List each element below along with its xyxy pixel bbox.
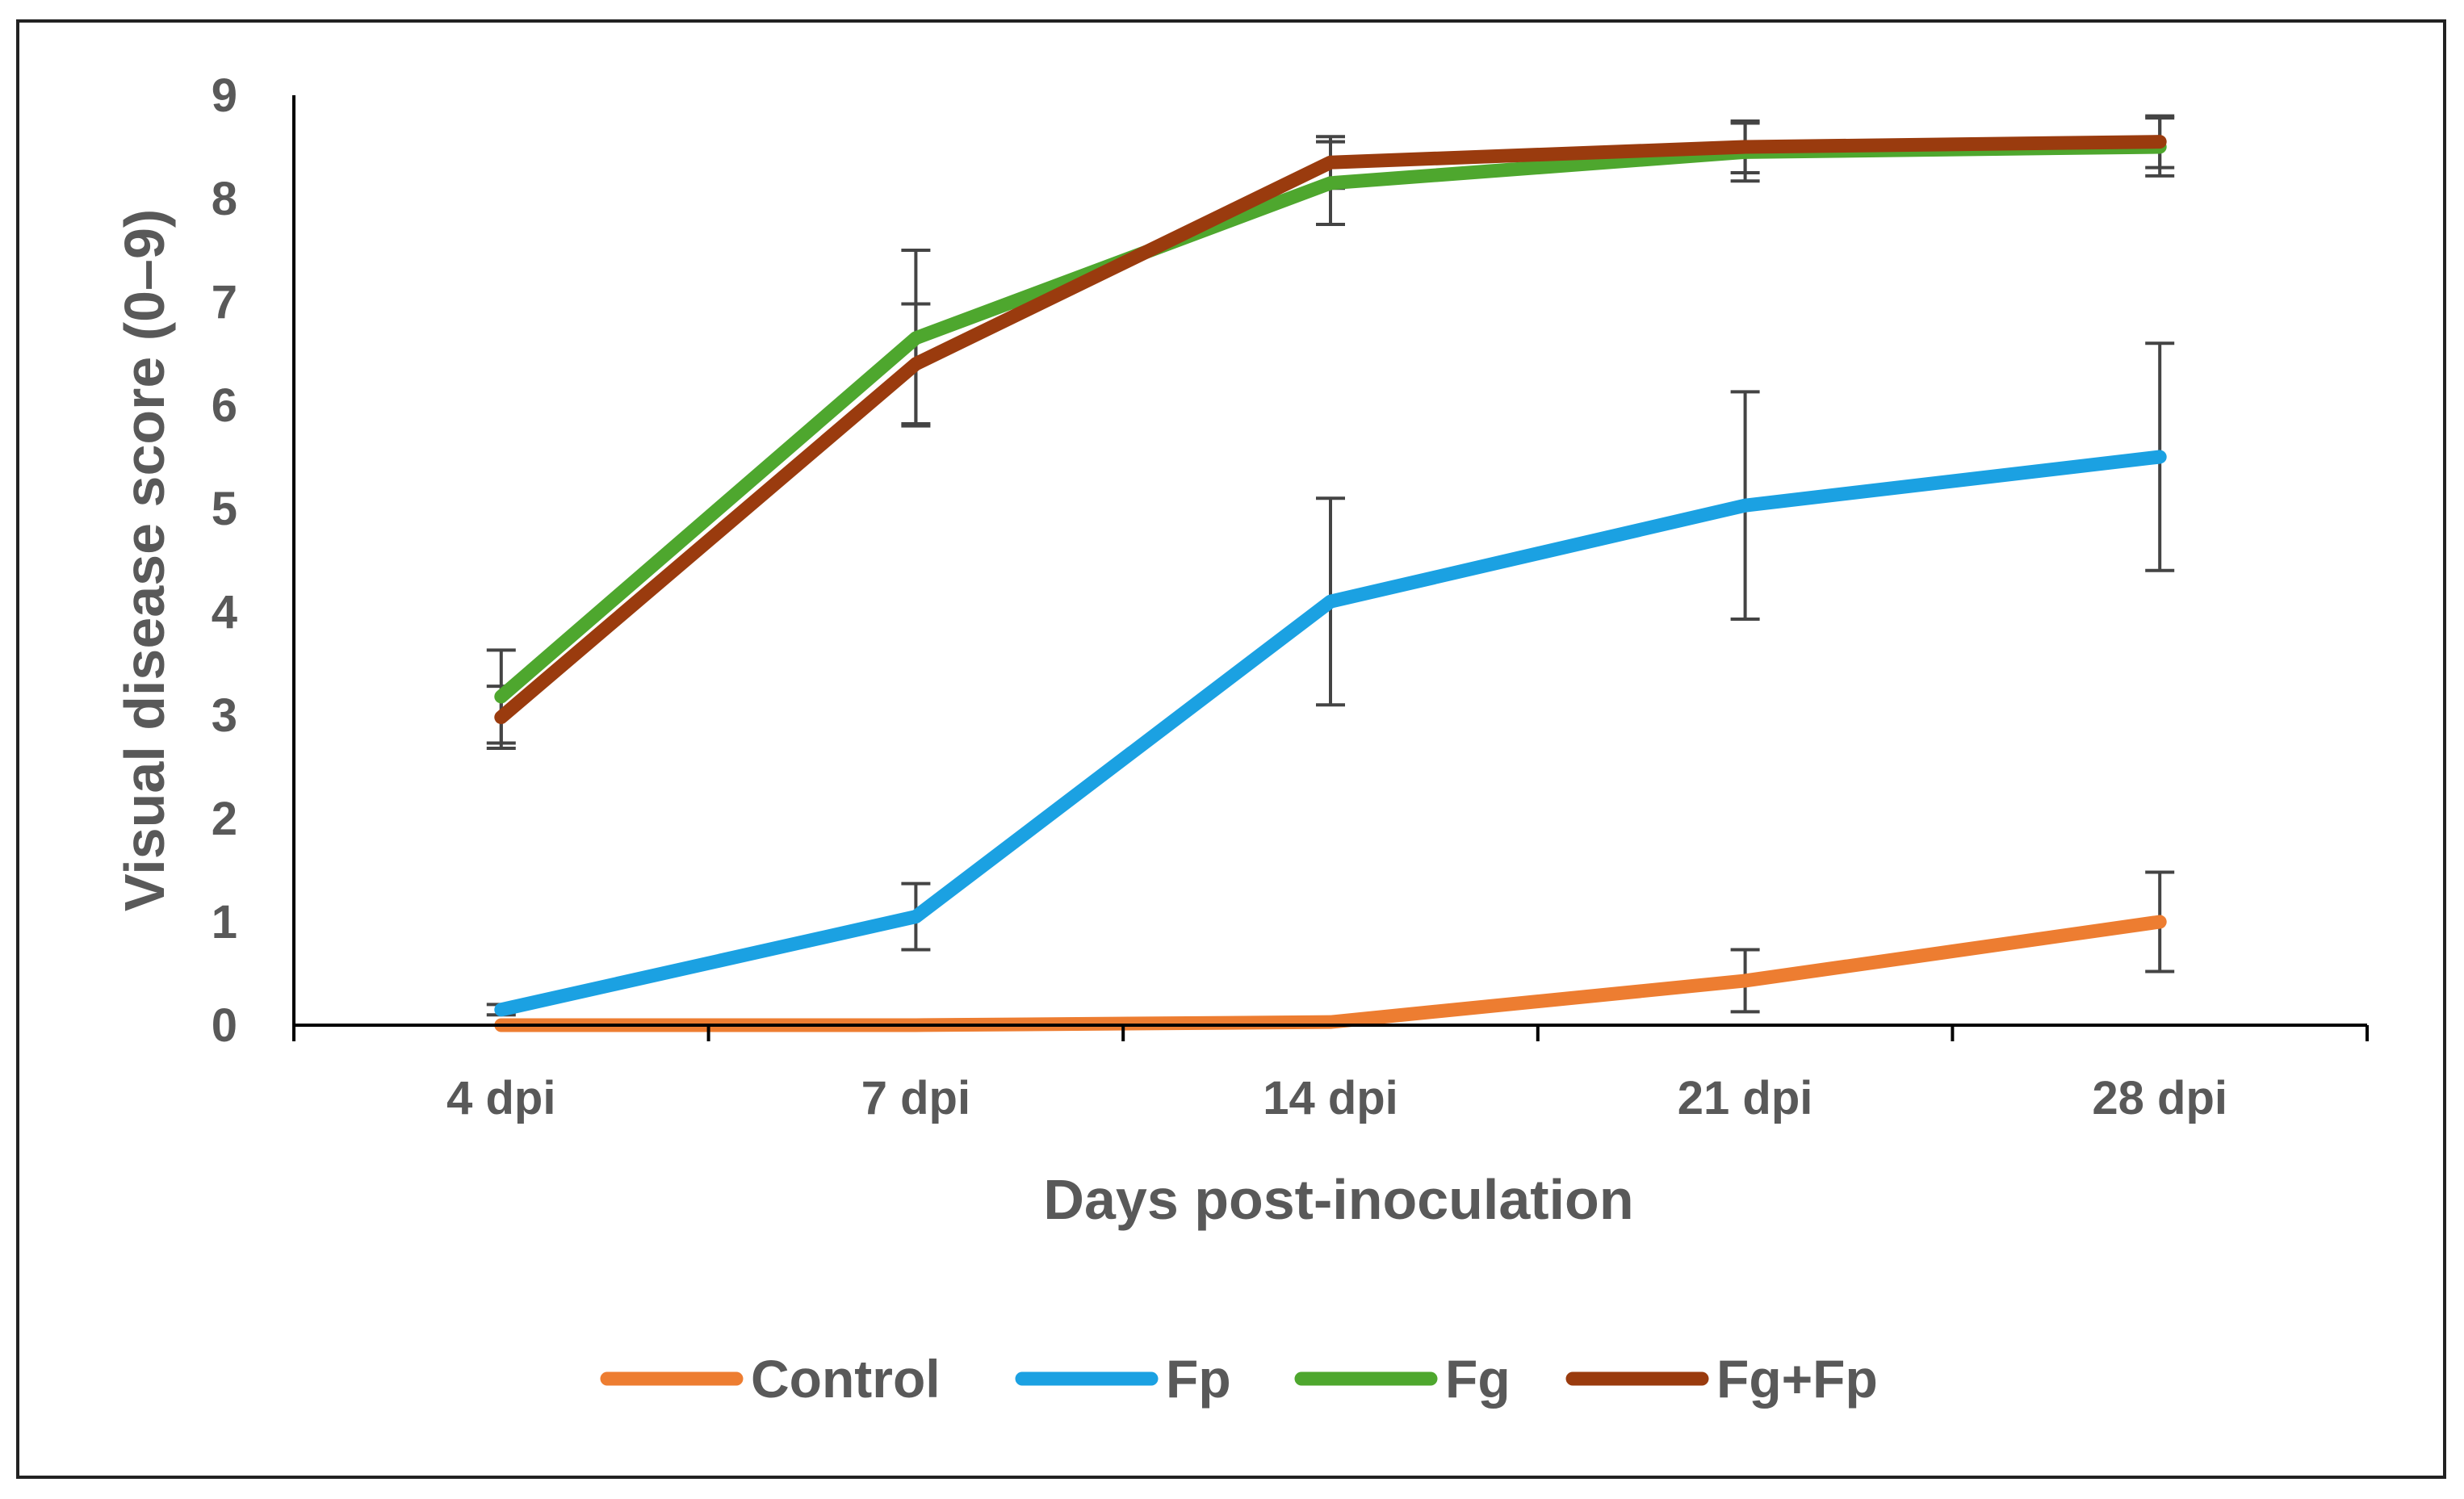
legend-item-fg-fp: Fg+Fp — [1565, 1349, 1878, 1409]
series-line-fp — [494, 450, 2167, 1017]
y-tick-label: 4 — [212, 586, 237, 639]
chart-border — [16, 19, 2446, 1479]
y-tick-label: 7 — [212, 276, 237, 329]
y-tick-label: 2 — [212, 793, 237, 845]
y-tick-label: 0 — [212, 999, 237, 1052]
x-tick-label: 28 dpi — [2092, 1072, 2227, 1124]
y-tick-label: 1 — [212, 896, 237, 948]
x-tick-label: 14 dpi — [1263, 1072, 1398, 1124]
x-tick-label: 21 dpi — [1678, 1072, 1813, 1124]
series-line-fg-fp — [494, 135, 2167, 725]
x-tick-label: 7 dpi — [861, 1072, 970, 1124]
legend-item-control: Control — [600, 1349, 941, 1409]
y-tick-label: 9 — [212, 69, 237, 122]
x-axis-title: Days post-inoculation — [1043, 1168, 1633, 1231]
y-tick-label: 6 — [212, 379, 237, 432]
y-tick-label: 5 — [212, 483, 237, 535]
y-tick-label: 8 — [212, 173, 237, 225]
legend-item-fp: Fp — [1015, 1349, 1231, 1409]
y-axis-title: Visual disease score (0–9) — [113, 209, 176, 911]
x-tick-label: 4 dpi — [446, 1072, 555, 1124]
legend-label: Fg+Fp — [1716, 1349, 1878, 1409]
legend-label: Fp — [1166, 1349, 1231, 1409]
legend-label: Fg — [1445, 1349, 1511, 1409]
legend-label: Control — [751, 1349, 941, 1409]
y-tick-label: 3 — [212, 689, 237, 742]
legend-item-fg: Fg — [1294, 1349, 1511, 1409]
